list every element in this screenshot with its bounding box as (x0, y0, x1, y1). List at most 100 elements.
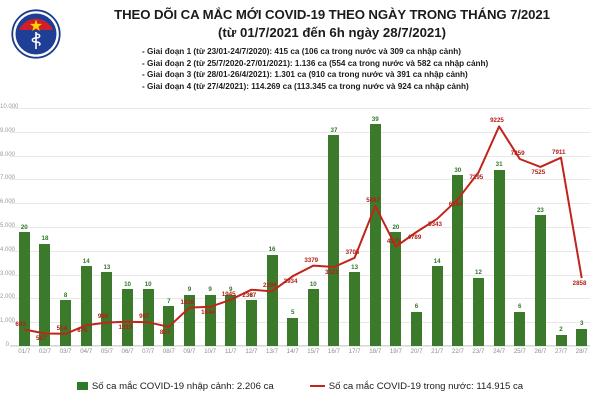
bar-column[interactable]: 20 (14, 224, 34, 346)
bar[interactable] (163, 306, 175, 346)
bar[interactable] (39, 243, 51, 346)
bar[interactable] (493, 169, 505, 346)
bar-value-label: 14 (82, 257, 90, 265)
bar-column[interactable]: 9 (221, 286, 241, 346)
bar-column[interactable]: 7 (159, 298, 179, 346)
x-axis-tick: 01/7 (18, 348, 31, 355)
y-axis-tick: 8.000 (0, 151, 16, 158)
x-axis-tick: 22/7 (451, 348, 464, 355)
bar[interactable] (183, 294, 195, 346)
x-axis-baseline (10, 345, 590, 346)
bar-value-label: 10 (309, 280, 317, 288)
bar[interactable] (328, 135, 340, 346)
bar-column[interactable]: 14 (427, 258, 447, 346)
title-block: THEO DÕI CA MẮC MỚI COVID-19 THEO NGÀY T… (70, 6, 594, 42)
bar-value-label: 7 (167, 297, 171, 305)
bar-value-label: 12 (475, 269, 482, 277)
x-axis-labels: 01/7 02/7 03/7 04/7 05/7 06/7 07/7 08/7 09/7 10/7… (0, 348, 600, 364)
bar-series-imported: 20 18 8 14 13 10 10 7 9 9 9 8 16 5 10 37 13 39 20 6 14 30 12 31… (0, 108, 600, 346)
bar-value-label: 13 (103, 263, 111, 271)
x-axis-tick: 09/7 (183, 348, 196, 355)
bar-column[interactable]: 14 (76, 258, 96, 346)
bar-column[interactable]: 9 (179, 286, 199, 346)
x-axis-tick: 25/7 (513, 348, 526, 355)
bar-column[interactable]: 9 (200, 286, 220, 346)
bar[interactable] (122, 289, 134, 346)
bar[interactable] (576, 328, 588, 346)
bar-column[interactable]: 30 (448, 167, 468, 346)
bar-column[interactable]: 18 (35, 235, 55, 346)
bar-value-label: 20 (392, 223, 400, 231)
bar-value-label: 31 (495, 161, 503, 169)
bar[interactable] (411, 311, 423, 346)
bar-column[interactable]: 13 (97, 263, 117, 346)
bar-value-label: 16 (268, 246, 276, 254)
bar[interactable] (60, 300, 72, 346)
bar-column[interactable]: 39 (365, 116, 385, 346)
bar[interactable] (142, 289, 154, 346)
bar-column[interactable]: 3 (572, 320, 592, 346)
bar[interactable] (472, 277, 484, 346)
bar-column[interactable]: 2 (551, 326, 571, 346)
bar-column[interactable]: 8 (56, 292, 76, 346)
bar[interactable] (245, 300, 257, 346)
bar[interactable] (555, 334, 567, 346)
bar[interactable] (204, 294, 216, 346)
bar-value-label: 37 (330, 126, 338, 134)
bar-column[interactable]: 37 (324, 127, 344, 346)
bar-value-label: 3 (579, 320, 584, 328)
x-axis-tick: 06/7 (121, 348, 134, 355)
bar-column[interactable]: 23 (530, 207, 550, 346)
y-axis-tick: 0 (5, 342, 9, 348)
y-axis-tick: 3.000 (0, 270, 16, 277)
bar-column[interactable]: 10 (118, 281, 138, 346)
bar[interactable] (431, 266, 443, 346)
x-axis-tick: 23/7 (472, 348, 485, 355)
bar-value-label: 9 (187, 286, 192, 294)
bar[interactable] (452, 175, 464, 346)
y-axis-tick: 5.000 (0, 223, 16, 229)
bar[interactable] (349, 272, 361, 346)
bar-column[interactable]: 6 (407, 303, 427, 346)
bar[interactable] (287, 317, 299, 346)
bar[interactable] (101, 272, 113, 346)
bar-column[interactable]: 12 (468, 269, 488, 346)
x-axis-tick: 07/7 (142, 348, 155, 355)
bar-column[interactable]: 10 (303, 281, 323, 346)
bar[interactable] (514, 311, 526, 346)
x-axis-tick: 21/7 (431, 348, 444, 355)
legend-item-imported: Số ca mắc COVID-19 nhập cảnh: 2.206 ca (76, 380, 274, 392)
bar-column[interactable]: 8 (241, 292, 261, 346)
bar[interactable] (390, 232, 402, 346)
grid-line (10, 346, 590, 347)
y-axis-tick: 6.000 (0, 199, 16, 206)
bar-column[interactable]: 13 (345, 263, 365, 346)
x-axis-tick: 11/7 (224, 348, 237, 355)
bar[interactable] (18, 232, 30, 346)
x-axis-tick: 14/7 (286, 348, 299, 355)
bar[interactable] (369, 124, 381, 346)
bar[interactable] (225, 294, 237, 346)
bar-column[interactable]: 10 (138, 281, 158, 346)
bar-column[interactable]: 6 (510, 303, 530, 346)
bar-column[interactable]: 16 (262, 246, 282, 346)
bar[interactable] (266, 254, 278, 346)
ministry-of-health-logo-icon (8, 6, 64, 62)
bar[interactable] (307, 289, 319, 346)
bar-column[interactable]: 31 (489, 161, 509, 346)
x-axis-tick: 08/7 (162, 348, 175, 355)
bar[interactable] (534, 215, 546, 346)
x-axis-tick: 16/7 (327, 348, 340, 355)
bar-column[interactable]: 20 (386, 224, 406, 346)
x-axis-tick: 19/7 (389, 348, 402, 355)
x-axis-tick: 20/7 (410, 348, 423, 355)
bar-value-label: 2 (559, 326, 563, 334)
bar-value-label: 13 (351, 263, 359, 271)
bar-value-label: 9 (208, 286, 212, 294)
bar-value-label: 18 (41, 235, 49, 243)
bar[interactable] (80, 266, 92, 346)
legend-label-domestic: Số ca mắc COVID-19 trong nước: 114.915 c… (328, 380, 524, 392)
legend-label-imported: Số ca mắc COVID-19 nhập cảnh: 2.206 ca (91, 380, 274, 392)
bar-column[interactable]: 5 (283, 309, 303, 346)
